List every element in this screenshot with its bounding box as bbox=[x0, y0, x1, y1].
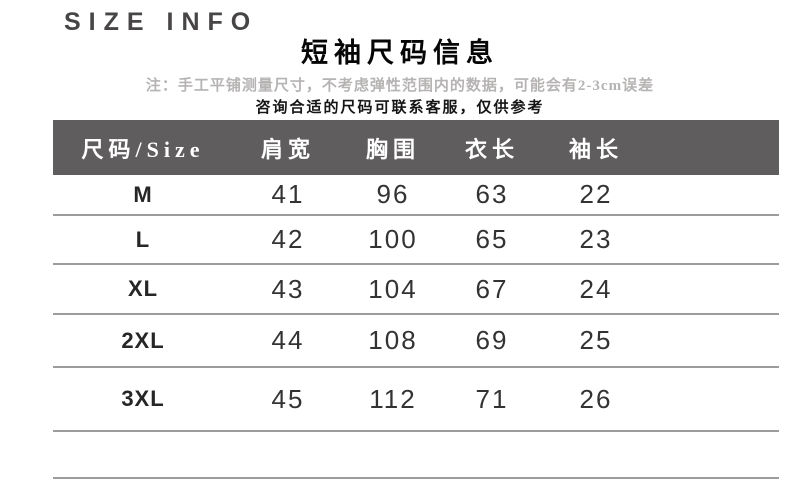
size-label: 3XL bbox=[121, 386, 165, 411]
chest-value: 104 bbox=[368, 273, 418, 304]
shoulder-value: 43 bbox=[271, 273, 305, 304]
size-label: L bbox=[135, 226, 151, 252]
chest-value: 112 bbox=[369, 383, 417, 414]
table-row-m: M 41 96 63 22 bbox=[53, 175, 779, 216]
sleeve-value: 23 bbox=[579, 224, 613, 254]
header-cell-garment-length: 衣长 bbox=[464, 136, 519, 162]
sleeve-value: 24 bbox=[579, 273, 613, 304]
page-title: 短袖尺码信息 bbox=[301, 38, 499, 68]
table-row-l: L 42 100 65 23 bbox=[53, 216, 779, 265]
header-cell-size: 尺码/Size bbox=[81, 136, 205, 162]
length-value: 65 bbox=[475, 224, 509, 254]
sleeve-value: 26 bbox=[579, 383, 613, 414]
sleeve-value: 22 bbox=[579, 179, 613, 209]
length-value: 71 bbox=[475, 383, 509, 414]
header-cell-shoulder-width: 肩宽 bbox=[260, 136, 315, 162]
table-header-row: 尺码/Size 肩宽 胸围 衣长 袖长 bbox=[53, 120, 779, 175]
sleeve-value: 25 bbox=[579, 325, 613, 355]
brand-heading: SIZE INFO bbox=[64, 8, 259, 36]
shoulder-value: 41 bbox=[271, 179, 305, 209]
size-label: XL bbox=[127, 276, 159, 301]
chest-value: 96 bbox=[376, 179, 410, 209]
shoulder-value: 42 bbox=[271, 224, 305, 254]
service-note: 咨询合适的尺码可联系客服，仅供参考 bbox=[255, 100, 545, 116]
shoulder-value: 44 bbox=[271, 325, 305, 355]
table-row-3xl: 3XL 45 112 71 26 bbox=[53, 368, 779, 432]
size-label: 2XL bbox=[121, 327, 165, 353]
header-cell-chest: 胸围 bbox=[365, 136, 420, 162]
chest-value: 100 bbox=[368, 224, 418, 254]
length-value: 69 bbox=[475, 325, 509, 355]
header-cell-sleeve-length: 袖长 bbox=[568, 136, 623, 162]
length-value: 67 bbox=[475, 273, 509, 304]
shoulder-value: 45 bbox=[271, 383, 305, 414]
table-row-empty bbox=[53, 432, 779, 479]
chest-value: 108 bbox=[368, 325, 418, 355]
measurement-note: 注：手工平铺测量尺寸，不考虑弹性范围内的数据，可能会有2-3cm误差 bbox=[145, 78, 655, 94]
table-row-2xl: 2XL 44 108 69 25 bbox=[53, 315, 779, 368]
size-table: 尺码/Size 肩宽 胸围 衣长 袖长 M 41 96 63 22 L 42 1… bbox=[53, 120, 779, 479]
length-value: 63 bbox=[475, 179, 509, 209]
size-label: M bbox=[133, 181, 153, 207]
table-row-xl: XL 43 104 67 24 bbox=[53, 265, 779, 315]
